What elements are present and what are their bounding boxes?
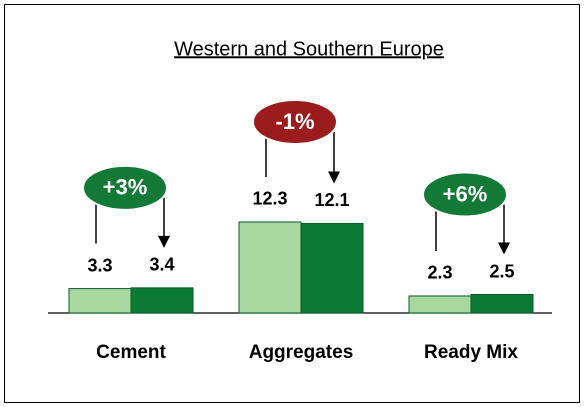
annotation: +6% — [443, 181, 488, 206]
bar — [470, 294, 534, 314]
chart-title: Western and Southern Europe — [174, 38, 444, 60]
bar — [130, 287, 194, 314]
annotation-oval — [82, 164, 168, 211]
arrow-head — [158, 235, 170, 248]
value-label: 12.3 — [252, 189, 287, 209]
annotation: +3% — [103, 175, 148, 200]
x-tick-label: Aggregates — [249, 342, 354, 363]
bar — [300, 222, 364, 314]
value-label: 3.4 — [149, 255, 174, 275]
value-label: 12.1 — [314, 190, 349, 210]
arrow-head — [498, 242, 510, 255]
bar — [68, 288, 132, 314]
bar — [408, 295, 472, 314]
bar — [238, 221, 302, 314]
annotation: -1% — [275, 109, 314, 134]
value-label: 2.3 — [427, 263, 452, 283]
annotation-oval — [422, 171, 508, 218]
annotation-oval — [252, 98, 338, 145]
x-tick-label: Cement — [96, 342, 166, 363]
value-label: 2.5 — [489, 261, 514, 281]
value-label: 3.3 — [87, 255, 112, 275]
arrow-head — [328, 171, 340, 184]
x-tick-label: Ready Mix — [424, 342, 518, 363]
